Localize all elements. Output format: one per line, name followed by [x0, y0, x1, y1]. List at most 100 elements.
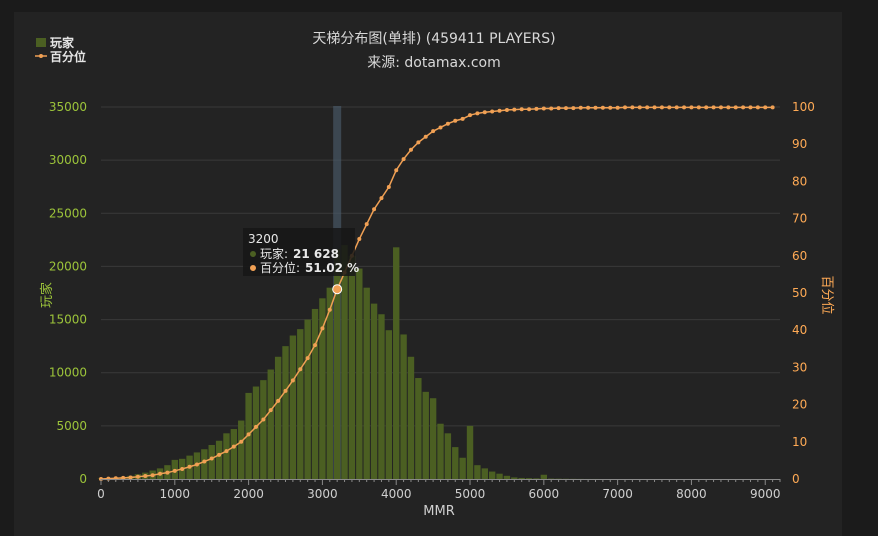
percentile-point[interactable]	[667, 105, 672, 110]
percentile-point[interactable]	[608, 105, 613, 110]
percentile-point[interactable]	[408, 147, 413, 152]
percentile-point[interactable]	[165, 470, 170, 475]
percentile-point[interactable]	[423, 134, 428, 139]
percentile-point[interactable]	[711, 105, 716, 110]
percentile-point[interactable]	[150, 473, 155, 478]
player-count-bar[interactable]	[444, 433, 452, 479]
percentile-point[interactable]	[630, 105, 635, 110]
percentile-point[interactable]	[394, 168, 399, 173]
percentile-point[interactable]	[726, 105, 731, 110]
player-count-bar[interactable]	[481, 468, 488, 479]
percentile-point[interactable]	[128, 475, 133, 480]
player-count-bar[interactable]	[311, 308, 319, 479]
player-count-bar[interactable]	[496, 473, 503, 479]
percentile-point[interactable]	[497, 108, 502, 113]
player-count-bar[interactable]	[201, 449, 208, 479]
percentile-point[interactable]	[615, 105, 620, 110]
percentile-point[interactable]	[704, 105, 709, 110]
percentile-point[interactable]	[482, 110, 487, 115]
player-count-bar[interactable]	[238, 420, 245, 479]
player-count-bar[interactable]	[533, 478, 540, 479]
player-count-bar[interactable]	[518, 477, 525, 479]
player-count-bar[interactable]	[356, 268, 363, 479]
percentile-point[interactable]	[379, 196, 384, 201]
player-count-bar[interactable]	[540, 474, 548, 479]
player-count-bar[interactable]	[274, 356, 282, 479]
percentile-point[interactable]	[755, 105, 760, 110]
percentile-point[interactable]	[261, 417, 266, 422]
percentile-point[interactable]	[733, 105, 738, 110]
player-count-bar[interactable]	[422, 391, 429, 479]
player-count-bar[interactable]	[252, 386, 260, 479]
percentile-point[interactable]	[217, 452, 222, 457]
percentile-point[interactable]	[512, 107, 517, 112]
percentile-point[interactable]	[239, 439, 244, 444]
player-count-bar[interactable]	[341, 245, 348, 479]
percentile-point[interactable]	[563, 106, 568, 111]
player-count-bar[interactable]	[326, 287, 333, 479]
player-count-bar[interactable]	[223, 433, 230, 479]
percentile-point[interactable]	[416, 140, 421, 145]
percentile-point[interactable]	[460, 116, 465, 121]
player-count-bar[interactable]	[230, 429, 238, 479]
percentile-point[interactable]	[741, 105, 746, 110]
legend-players-label[interactable]: 玩家	[50, 35, 75, 50]
percentile-point[interactable]	[187, 464, 192, 469]
percentile-point[interactable]	[290, 378, 295, 383]
percentile-point[interactable]	[689, 105, 694, 110]
player-count-bar[interactable]	[267, 369, 274, 479]
percentile-point[interactable]	[519, 107, 524, 112]
percentile-point[interactable]	[652, 105, 657, 110]
player-count-bar[interactable]	[304, 319, 311, 479]
percentile-point[interactable]	[364, 222, 369, 227]
percentile-point[interactable]	[593, 105, 598, 110]
percentile-point[interactable]	[253, 424, 258, 429]
player-count-bar[interactable]	[348, 255, 356, 479]
percentile-point[interactable]	[770, 105, 775, 110]
percentile-point[interactable]	[696, 105, 701, 110]
percentile-point[interactable]	[504, 107, 509, 112]
percentile-point[interactable]	[527, 107, 532, 112]
percentile-point[interactable]	[209, 456, 214, 461]
players-bar-series[interactable]	[97, 245, 599, 479]
player-count-bar[interactable]	[452, 447, 459, 479]
percentile-point[interactable]	[231, 444, 236, 449]
percentile-point[interactable]	[194, 462, 199, 467]
percentile-point[interactable]	[202, 459, 207, 464]
percentile-point[interactable]	[445, 121, 450, 126]
legend[interactable]: 玩家 百分位	[35, 35, 86, 64]
player-count-bar[interactable]	[208, 444, 215, 479]
player-count-bar[interactable]	[393, 247, 400, 479]
percentile-point[interactable]	[578, 105, 583, 110]
player-count-bar[interactable]	[319, 298, 326, 479]
player-count-bar[interactable]	[400, 334, 407, 479]
percentile-point[interactable]	[682, 105, 687, 110]
percentile-point[interactable]	[748, 105, 753, 110]
player-count-bar[interactable]	[466, 425, 474, 479]
percentile-point[interactable]	[645, 105, 650, 110]
percentile-point[interactable]	[541, 106, 546, 111]
percentile-point[interactable]	[674, 105, 679, 110]
player-count-bar[interactable]	[488, 471, 496, 479]
percentile-point[interactable]	[600, 105, 605, 110]
percentile-point[interactable]	[224, 449, 229, 454]
player-count-bar[interactable]	[282, 346, 289, 479]
percentile-point[interactable]	[135, 474, 140, 479]
percentile-point[interactable]	[490, 109, 495, 114]
percentile-point[interactable]	[268, 408, 273, 413]
percentile-point[interactable]	[143, 474, 148, 479]
percentile-point[interactable]	[571, 106, 576, 111]
percentile-point[interactable]	[556, 106, 561, 111]
percentile-point[interactable]	[453, 118, 458, 123]
player-count-bar[interactable]	[511, 477, 518, 479]
player-count-bar[interactable]	[297, 329, 304, 479]
player-count-bar[interactable]	[429, 398, 437, 479]
percentile-point[interactable]	[438, 125, 443, 130]
percentile-point[interactable]	[718, 105, 723, 110]
percentile-point[interactable]	[372, 207, 377, 212]
percentile-line-series[interactable]	[99, 105, 775, 481]
percentile-point[interactable]	[623, 105, 628, 110]
percentile-point[interactable]	[549, 106, 554, 111]
player-count-bar[interactable]	[378, 314, 385, 479]
percentile-point[interactable]	[180, 466, 185, 471]
